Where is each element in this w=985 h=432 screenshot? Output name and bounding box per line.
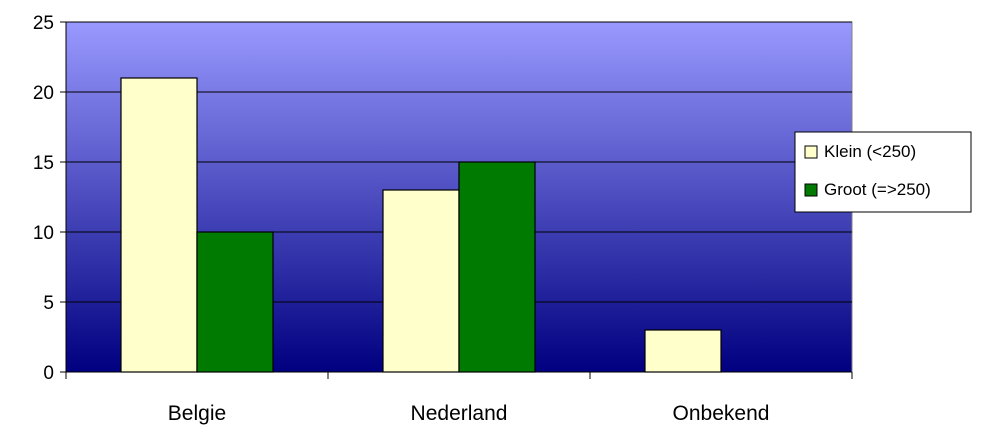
legend-swatch xyxy=(804,183,818,197)
y-tick-label: 15 xyxy=(33,153,54,174)
legend-box xyxy=(794,131,972,213)
bar-klein-onbekend xyxy=(644,329,722,373)
x-tick-label: Onbekend xyxy=(673,402,770,425)
legend-label: Klein (<250) xyxy=(824,142,916,161)
legend-label: Groot (=>250) xyxy=(824,180,931,199)
y-tick-label: 20 xyxy=(33,83,54,104)
y-tick-label: 10 xyxy=(33,223,54,244)
x-tick-label: Nederland xyxy=(411,402,508,425)
bar-klein-belgie xyxy=(120,77,198,373)
y-tick-label: 5 xyxy=(43,293,54,314)
legend: Klein (<250) Groot (=>250) xyxy=(794,131,972,213)
bar-groot-belgie xyxy=(196,231,274,373)
bar-groot-nederland xyxy=(458,161,536,373)
x-tick-label: Belgie xyxy=(168,402,226,425)
axes: 0 5 10 15 20 25 Belgie Nederland Onbekend xyxy=(33,13,853,425)
legend-swatch xyxy=(804,145,818,159)
bars xyxy=(120,77,722,373)
y-tick-label: 25 xyxy=(33,13,54,34)
y-tick-label: 0 xyxy=(43,363,54,384)
bar-klein-nederland xyxy=(382,189,460,373)
